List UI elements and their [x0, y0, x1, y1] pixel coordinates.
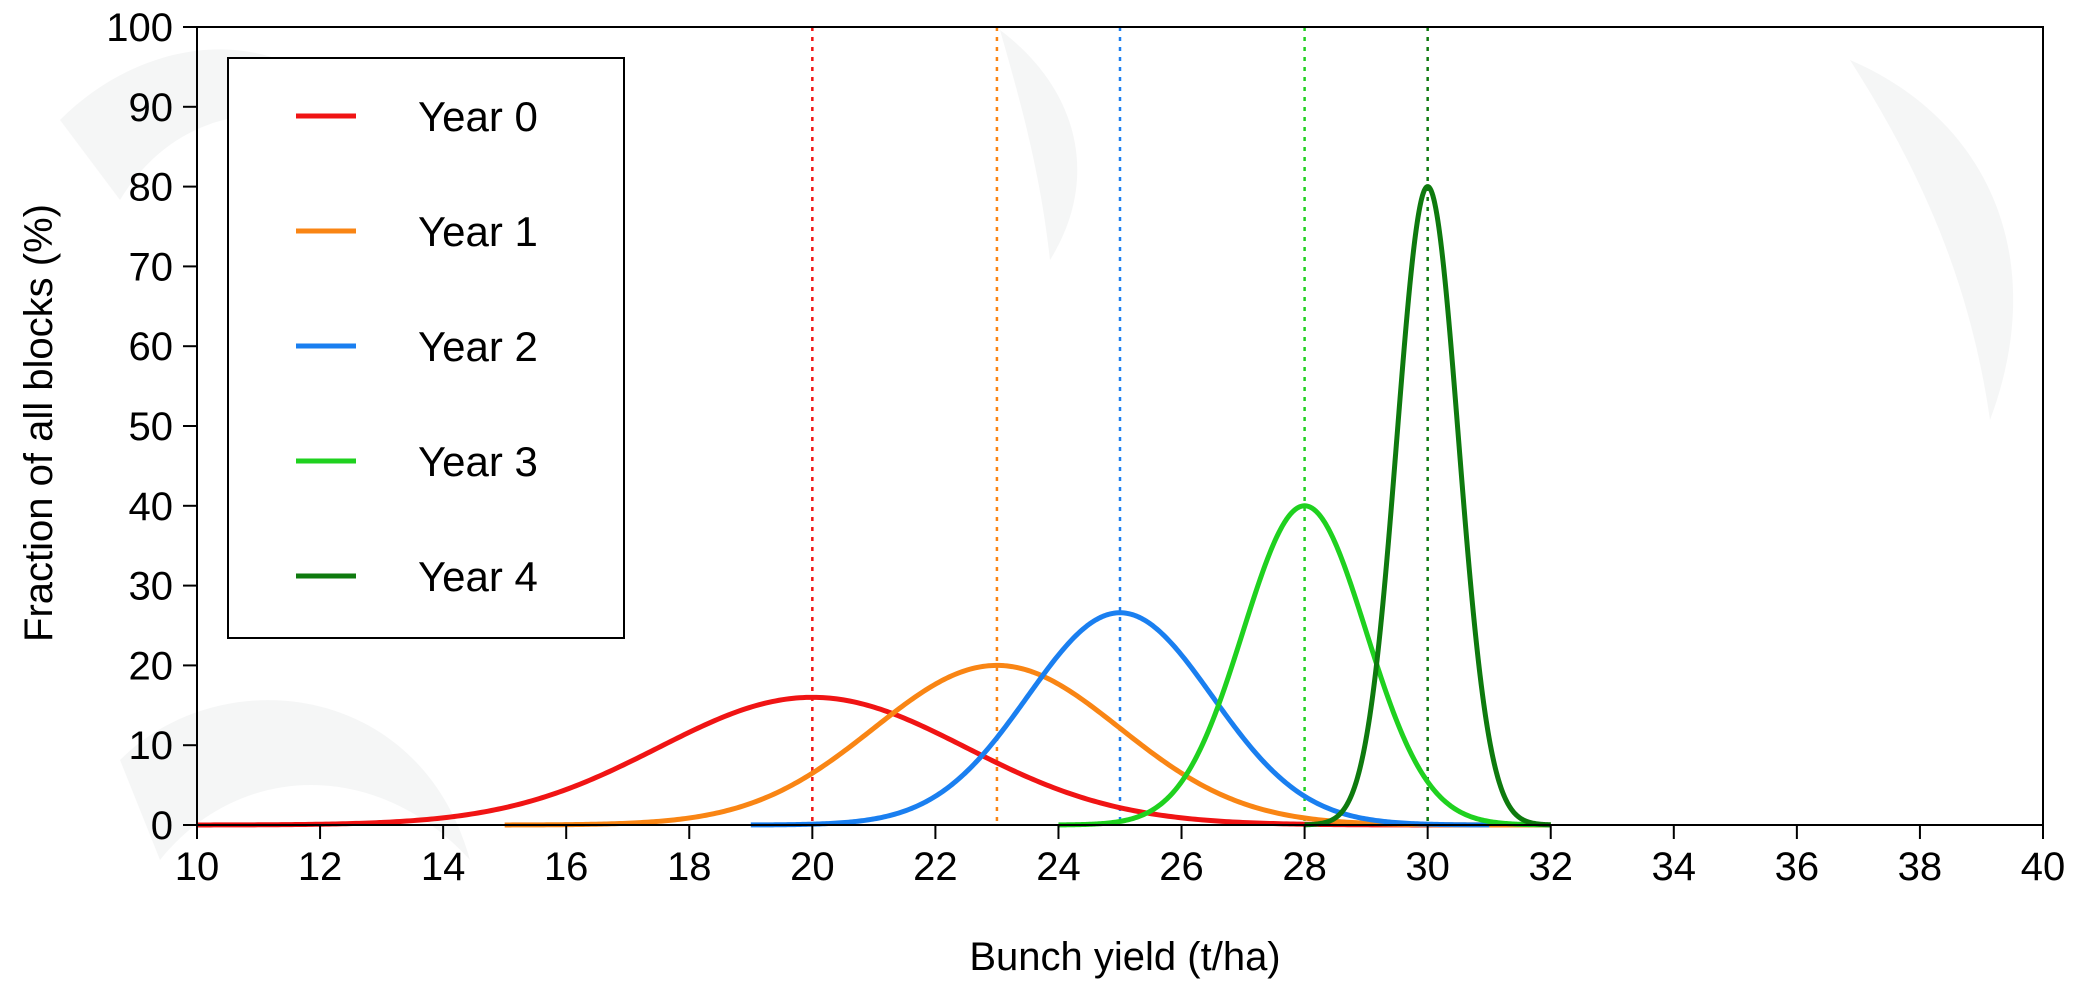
series-line-year-2 [750, 610, 1490, 828]
x-tick-label: 14 [421, 845, 466, 889]
x-tick-label: 40 [2021, 845, 2066, 889]
legend-label: Year 1 [418, 208, 538, 255]
axes: 10 12 14 16 18 20 22 24 26 28 30 32 34 36 38 4001020304… [106, 6, 2065, 889]
x-tick-label: 26 [1159, 845, 1204, 889]
y-tick-label: 90 [129, 86, 174, 130]
y-tick-label: 60 [129, 325, 174, 369]
x-axis-title: Bunch yield (t/ha) [969, 935, 1280, 979]
x-tick-label: 12 [298, 845, 343, 889]
x-tick-label: 32 [1528, 845, 1573, 889]
legend-label: Year 0 [418, 93, 538, 140]
x-tick-label: 34 [1652, 845, 1697, 889]
y-tick-label: 10 [129, 724, 174, 768]
legend-label: Year 3 [418, 438, 538, 485]
y-tick-label: 70 [129, 245, 174, 289]
y-axis-title: Fraction of all blocks (%) [17, 204, 61, 642]
legend-label: Year 4 [418, 553, 538, 600]
x-tick-label: 24 [1036, 845, 1081, 889]
x-tick-label: 20 [790, 845, 835, 889]
y-tick-label: 100 [106, 6, 173, 50]
y-tick-label: 80 [129, 166, 174, 210]
y-tick-label: 30 [129, 565, 174, 609]
series-line-year-4 [1302, 184, 1553, 828]
mean-reference-lines [811, 27, 1429, 825]
y-tick-label: 20 [129, 644, 174, 688]
y-tick-label: 50 [129, 405, 174, 449]
y-tick-label: 0 [151, 804, 173, 848]
x-tick-label: 28 [1282, 845, 1327, 889]
x-tick-label: 10 [175, 845, 220, 889]
x-tick-label: 36 [1775, 845, 1820, 889]
x-tick-label: 18 [667, 845, 712, 889]
legend-box [227, 57, 625, 639]
x-tick-label: 22 [913, 845, 958, 889]
series-line-year-1 [504, 662, 1551, 828]
y-tick-label: 40 [129, 485, 174, 529]
x-tick-label: 30 [1405, 845, 1450, 889]
legend: Year 0 Year 1 Year 2 Year 3 Year 4 [227, 57, 625, 639]
x-tick-label: 38 [1898, 845, 1943, 889]
series-line-year-3 [1057, 503, 1552, 828]
x-tick-label: 16 [544, 845, 589, 889]
legend-label: Year 2 [418, 323, 538, 370]
